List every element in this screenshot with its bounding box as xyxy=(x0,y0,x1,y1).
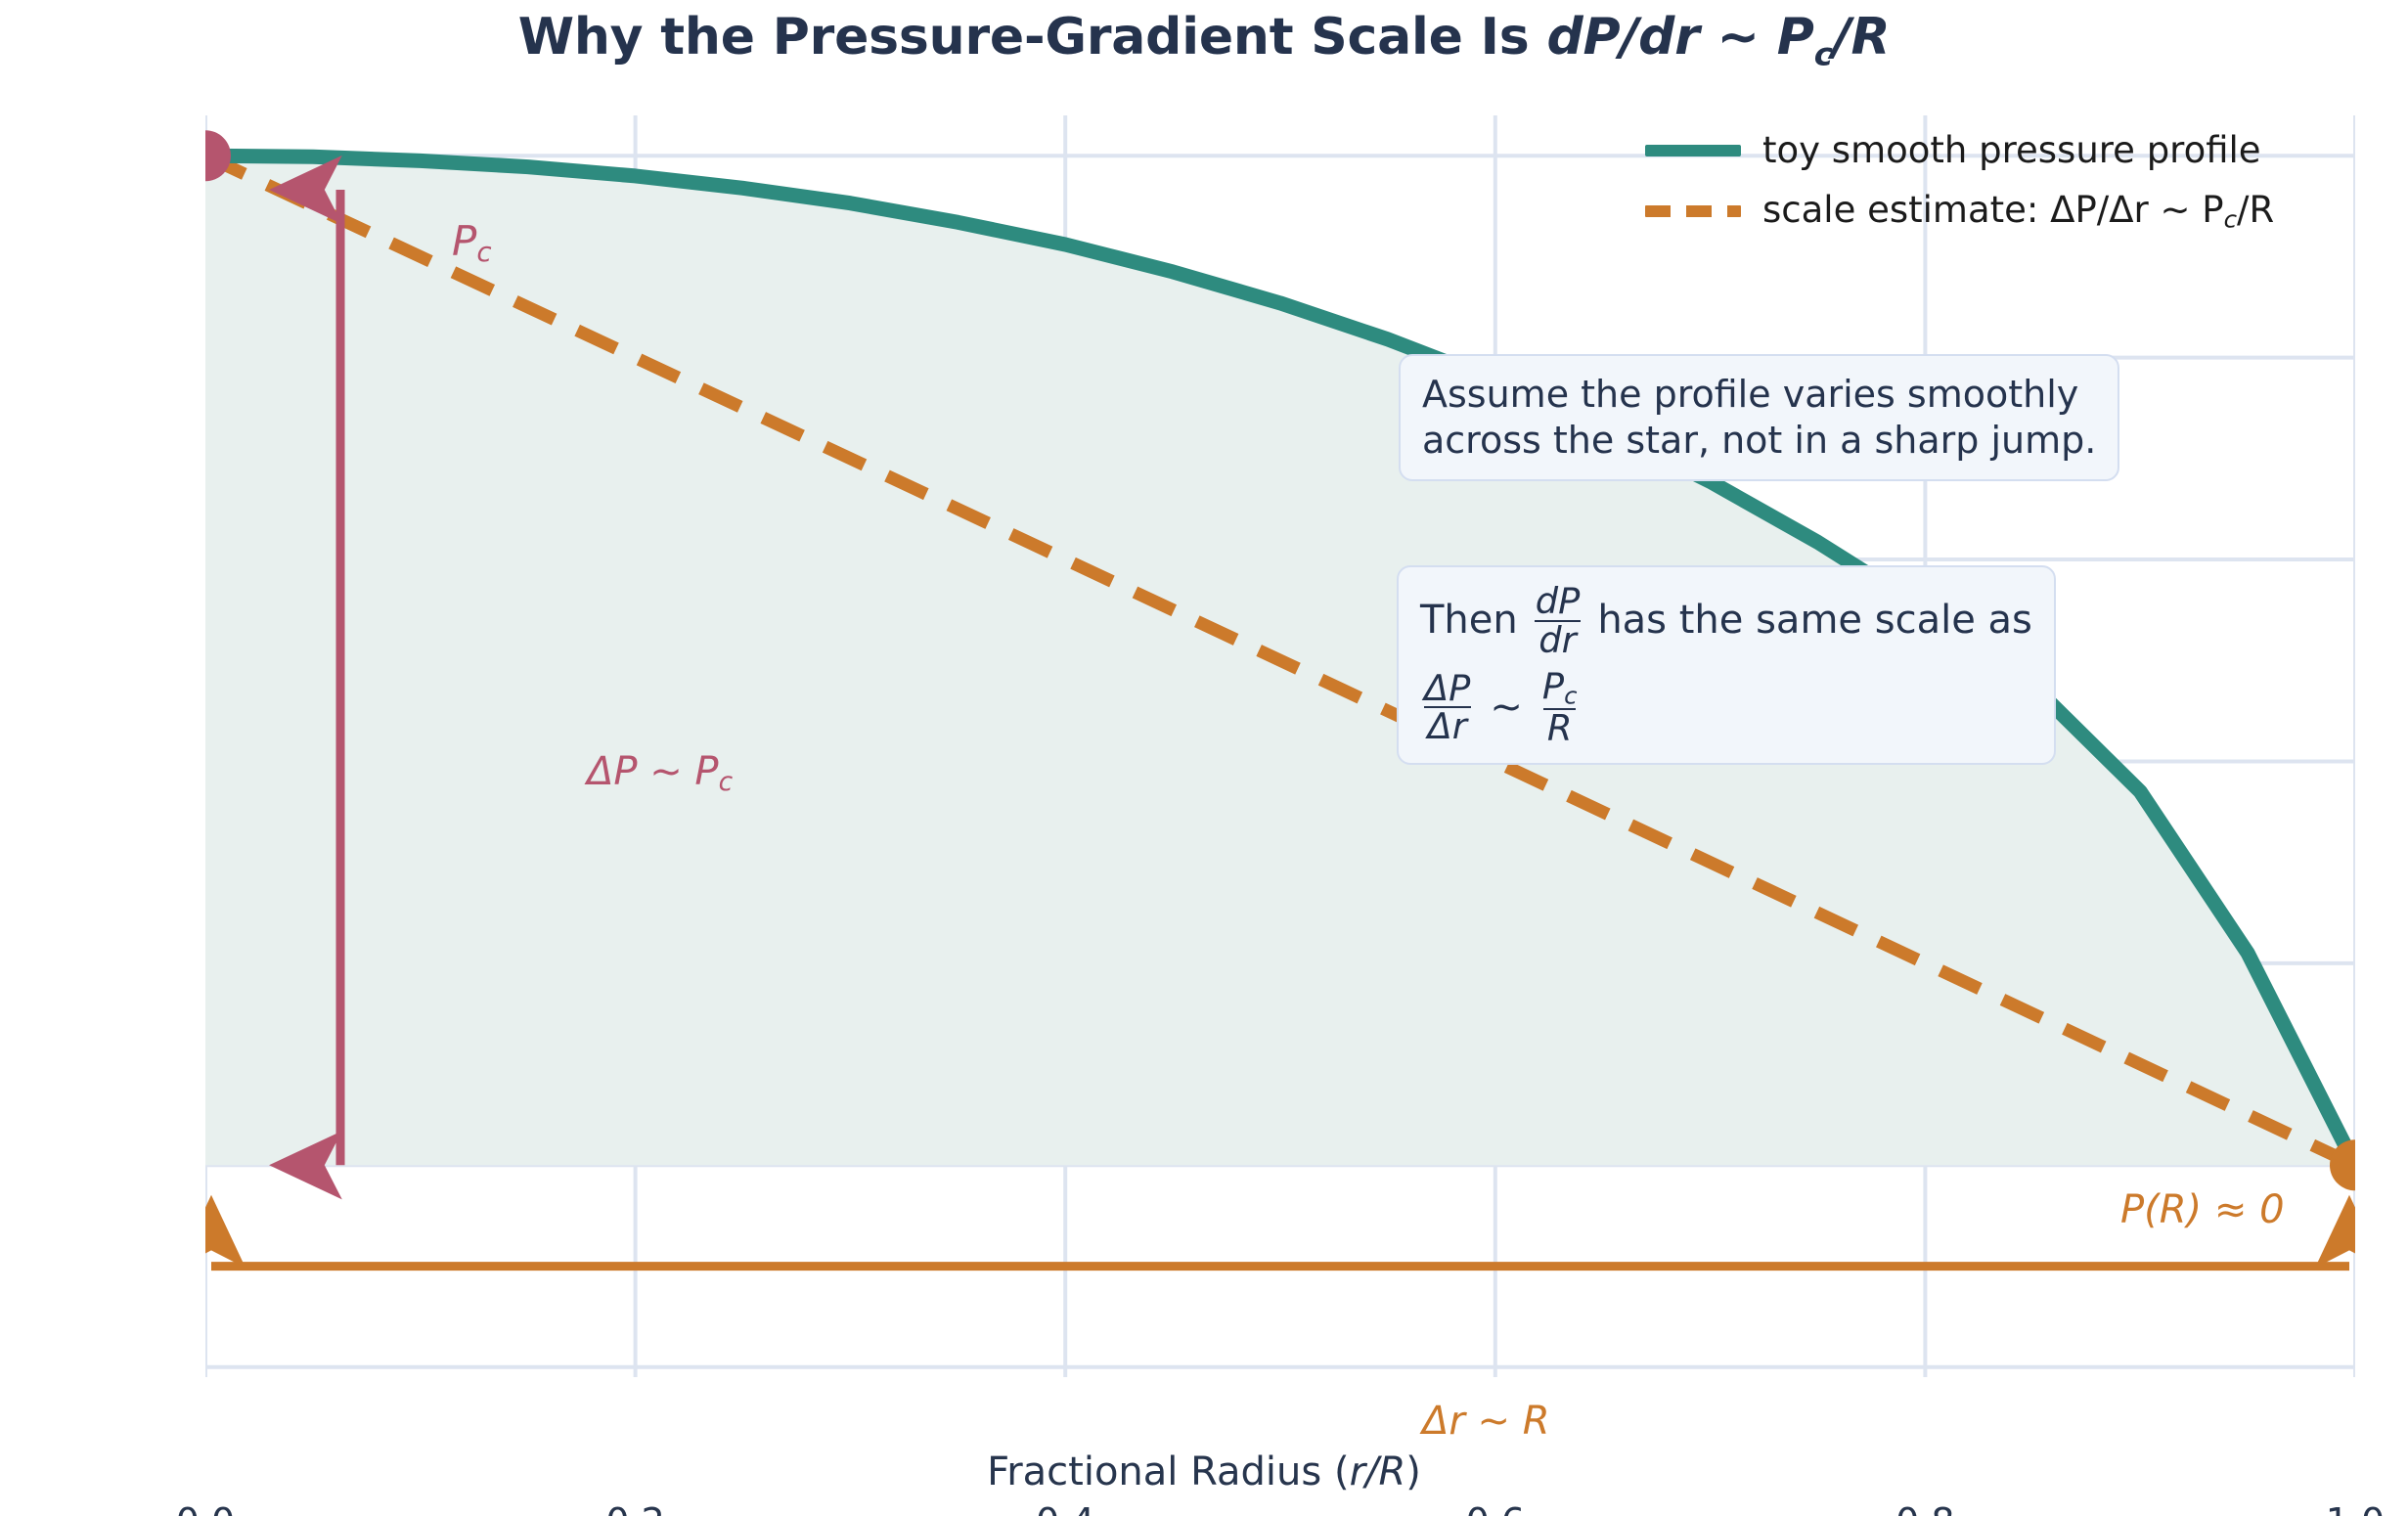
legend-label-profile: toy smooth pressure profile xyxy=(1762,129,2261,171)
xtick-0.4: 0.4 xyxy=(967,1500,1163,1516)
center-point-marker xyxy=(205,130,231,182)
deltaP-deltar-fraction: ΔP Δr xyxy=(1420,670,1474,745)
xtick-1.0: 1.0 xyxy=(2257,1500,2408,1516)
delta-p-annotation: ΔP ~ Pc xyxy=(587,749,734,797)
delta-r-annotation: Δr ~ R xyxy=(1422,1399,1550,1444)
tilde-operator: ~ xyxy=(1490,684,1523,730)
xtick-0.2: 0.2 xyxy=(538,1500,734,1516)
pc-annotation: Pc xyxy=(452,217,492,269)
legend-item-estimate[interactable]: scale estimate: ΔP/Δr ~ Pc/R xyxy=(1645,189,2274,233)
scale-derivation-note: Then dP dr has the same scale as ΔP Δr ~… xyxy=(1397,565,2056,765)
x-axis-label: Fractional Radius (r/R) xyxy=(987,1449,1421,1494)
deltar-denominator: Δr xyxy=(1423,706,1471,745)
smooth-note-line-1: Assume the profile varies smoothly xyxy=(1422,373,2079,416)
legend-swatch-solid-line-icon xyxy=(1645,144,1741,156)
smooth-note-line-2: across the star, not in a sharp jump. xyxy=(1422,419,2097,463)
legend-swatch-dashed-line-icon xyxy=(1645,204,1741,217)
surface-point-marker xyxy=(2330,1139,2355,1191)
dP-dr-fraction: dP dr xyxy=(1532,583,1584,658)
scale-estimate-line xyxy=(205,150,2355,1172)
xtick-0.6: 0.6 xyxy=(1398,1500,1593,1516)
legend: toy smooth pressure profile scale estima… xyxy=(1635,123,2284,241)
Pc-R-fraction: Pc R xyxy=(1538,668,1582,747)
xtick-0.0: 0.0 xyxy=(108,1500,303,1516)
scale-note-tail: has the same scale as xyxy=(1597,597,2032,643)
scale-note-lead: Then xyxy=(1420,597,1518,643)
legend-item-profile[interactable]: toy smooth pressure profile xyxy=(1645,129,2274,171)
p-of-r-annotation: P(R) ≈ 0 xyxy=(2120,1187,2285,1232)
smooth-assumption-note: Assume the profile varies smoothly acros… xyxy=(1399,354,2120,482)
dP-numerator: dP xyxy=(1535,580,1581,622)
deltaP-numerator: ΔP xyxy=(1424,666,1471,709)
Pc-numerator: Pc xyxy=(1541,665,1578,710)
legend-label-estimate: scale estimate: ΔP/Δr ~ Pc/R xyxy=(1762,189,2275,234)
xtick-0.8: 0.8 xyxy=(1827,1500,2023,1516)
title-math: dP/dr ~ Pc/R xyxy=(1546,8,1891,73)
page-title: Why the Pressure-Gradient Scale Is dP/dr… xyxy=(0,8,2408,72)
scale-note-row-1: Then dP dr has the same scale as xyxy=(1420,583,2032,658)
dr-denominator: dr xyxy=(1535,619,1581,659)
R-denominator: R xyxy=(1542,708,1577,747)
scale-note-row-2: ΔP Δr ~ Pc R xyxy=(1420,668,2032,747)
title-prefix: Why the Pressure-Gradient Scale Is xyxy=(517,8,1547,67)
